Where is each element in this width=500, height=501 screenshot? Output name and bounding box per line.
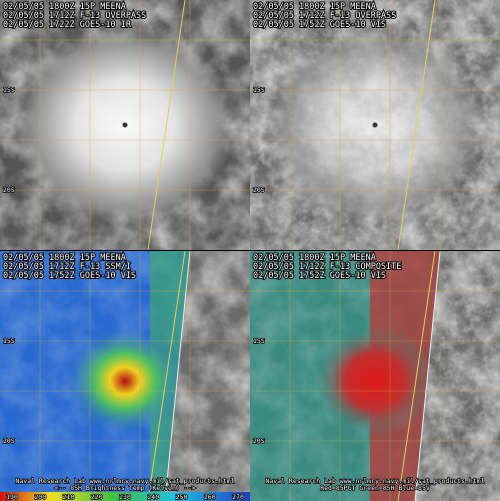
swath-edge [164,251,191,501]
header-line: 02/05/05 1712Z F-13 OVERPASS [253,11,396,21]
header-line: 02/05/05 1800Z 15P MEENA [253,2,376,12]
colorbar-label: 230 [119,493,131,501]
header-line: 02/05/05 1800Z 15P MEENA [253,253,376,263]
header-line: 02/05/05 1712Z F-13 COMPOSITE [253,262,401,272]
header-line: 02/05/05 1752Z GOES-10 VIS [253,20,386,30]
lat-label: 15S [253,86,265,94]
header-line: 02/05/05 1712Z F-13 SSM/I [3,262,131,272]
header-line: 02/05/05 1800Z 15P MEENA [3,253,126,263]
colorbar-label: 260 [204,493,216,501]
eye [122,122,128,128]
header-line: 02/05/05 1800Z 15P MEENA [3,2,126,12]
lat-label: 20S [253,437,265,445]
lat-label: 20S [3,186,15,194]
colorbar-label: 220 [91,493,103,501]
footer-line: <-- 85H Brightness Temp (Kelvin) --> [55,484,196,492]
footer-line: Red=85PCT Green=85H Blue=85V [320,484,430,492]
lat-label: 15S [3,337,15,345]
orbit-track [397,251,436,501]
microwave-layer [250,251,440,501]
colorbar [0,492,250,501]
storm [65,326,185,436]
lat-label: 20S [253,186,265,194]
colorbar-label: 250 [176,493,188,501]
colorbar-label: 200 [34,493,46,501]
storm [315,326,435,436]
lat-label: 20S [3,437,15,445]
microwave-layer [0,251,190,501]
orbit-track [147,251,186,501]
header-line: 02/05/05 1712Z F-13 OVERPASS [3,11,146,21]
header-line: 02/05/05 1752Z GOES-10 VIS [253,271,386,281]
orbit-track [397,0,436,250]
colorbar-label: 210 [63,493,75,501]
orbit-track [147,0,186,250]
header-line: 02/05/05 1752Z GOES-10 VIS [3,271,136,281]
colorbar-label: 240 [147,493,159,501]
colorbar-label: 190 [6,493,18,501]
footer-line: Naval Research Lab www.nrlmry.navy.mil/s… [265,477,484,485]
lat-label: 15S [253,337,265,345]
colorbar-label: 270 [232,493,244,501]
header-line: 02/05/05 1722Z GOES-10 IR [3,20,132,30]
footer-line: Naval Research Lab www.nrlmry.navy.mil/s… [15,477,234,485]
swath-edge [414,251,441,501]
eye [372,122,378,128]
lat-label: 15S [3,86,15,94]
